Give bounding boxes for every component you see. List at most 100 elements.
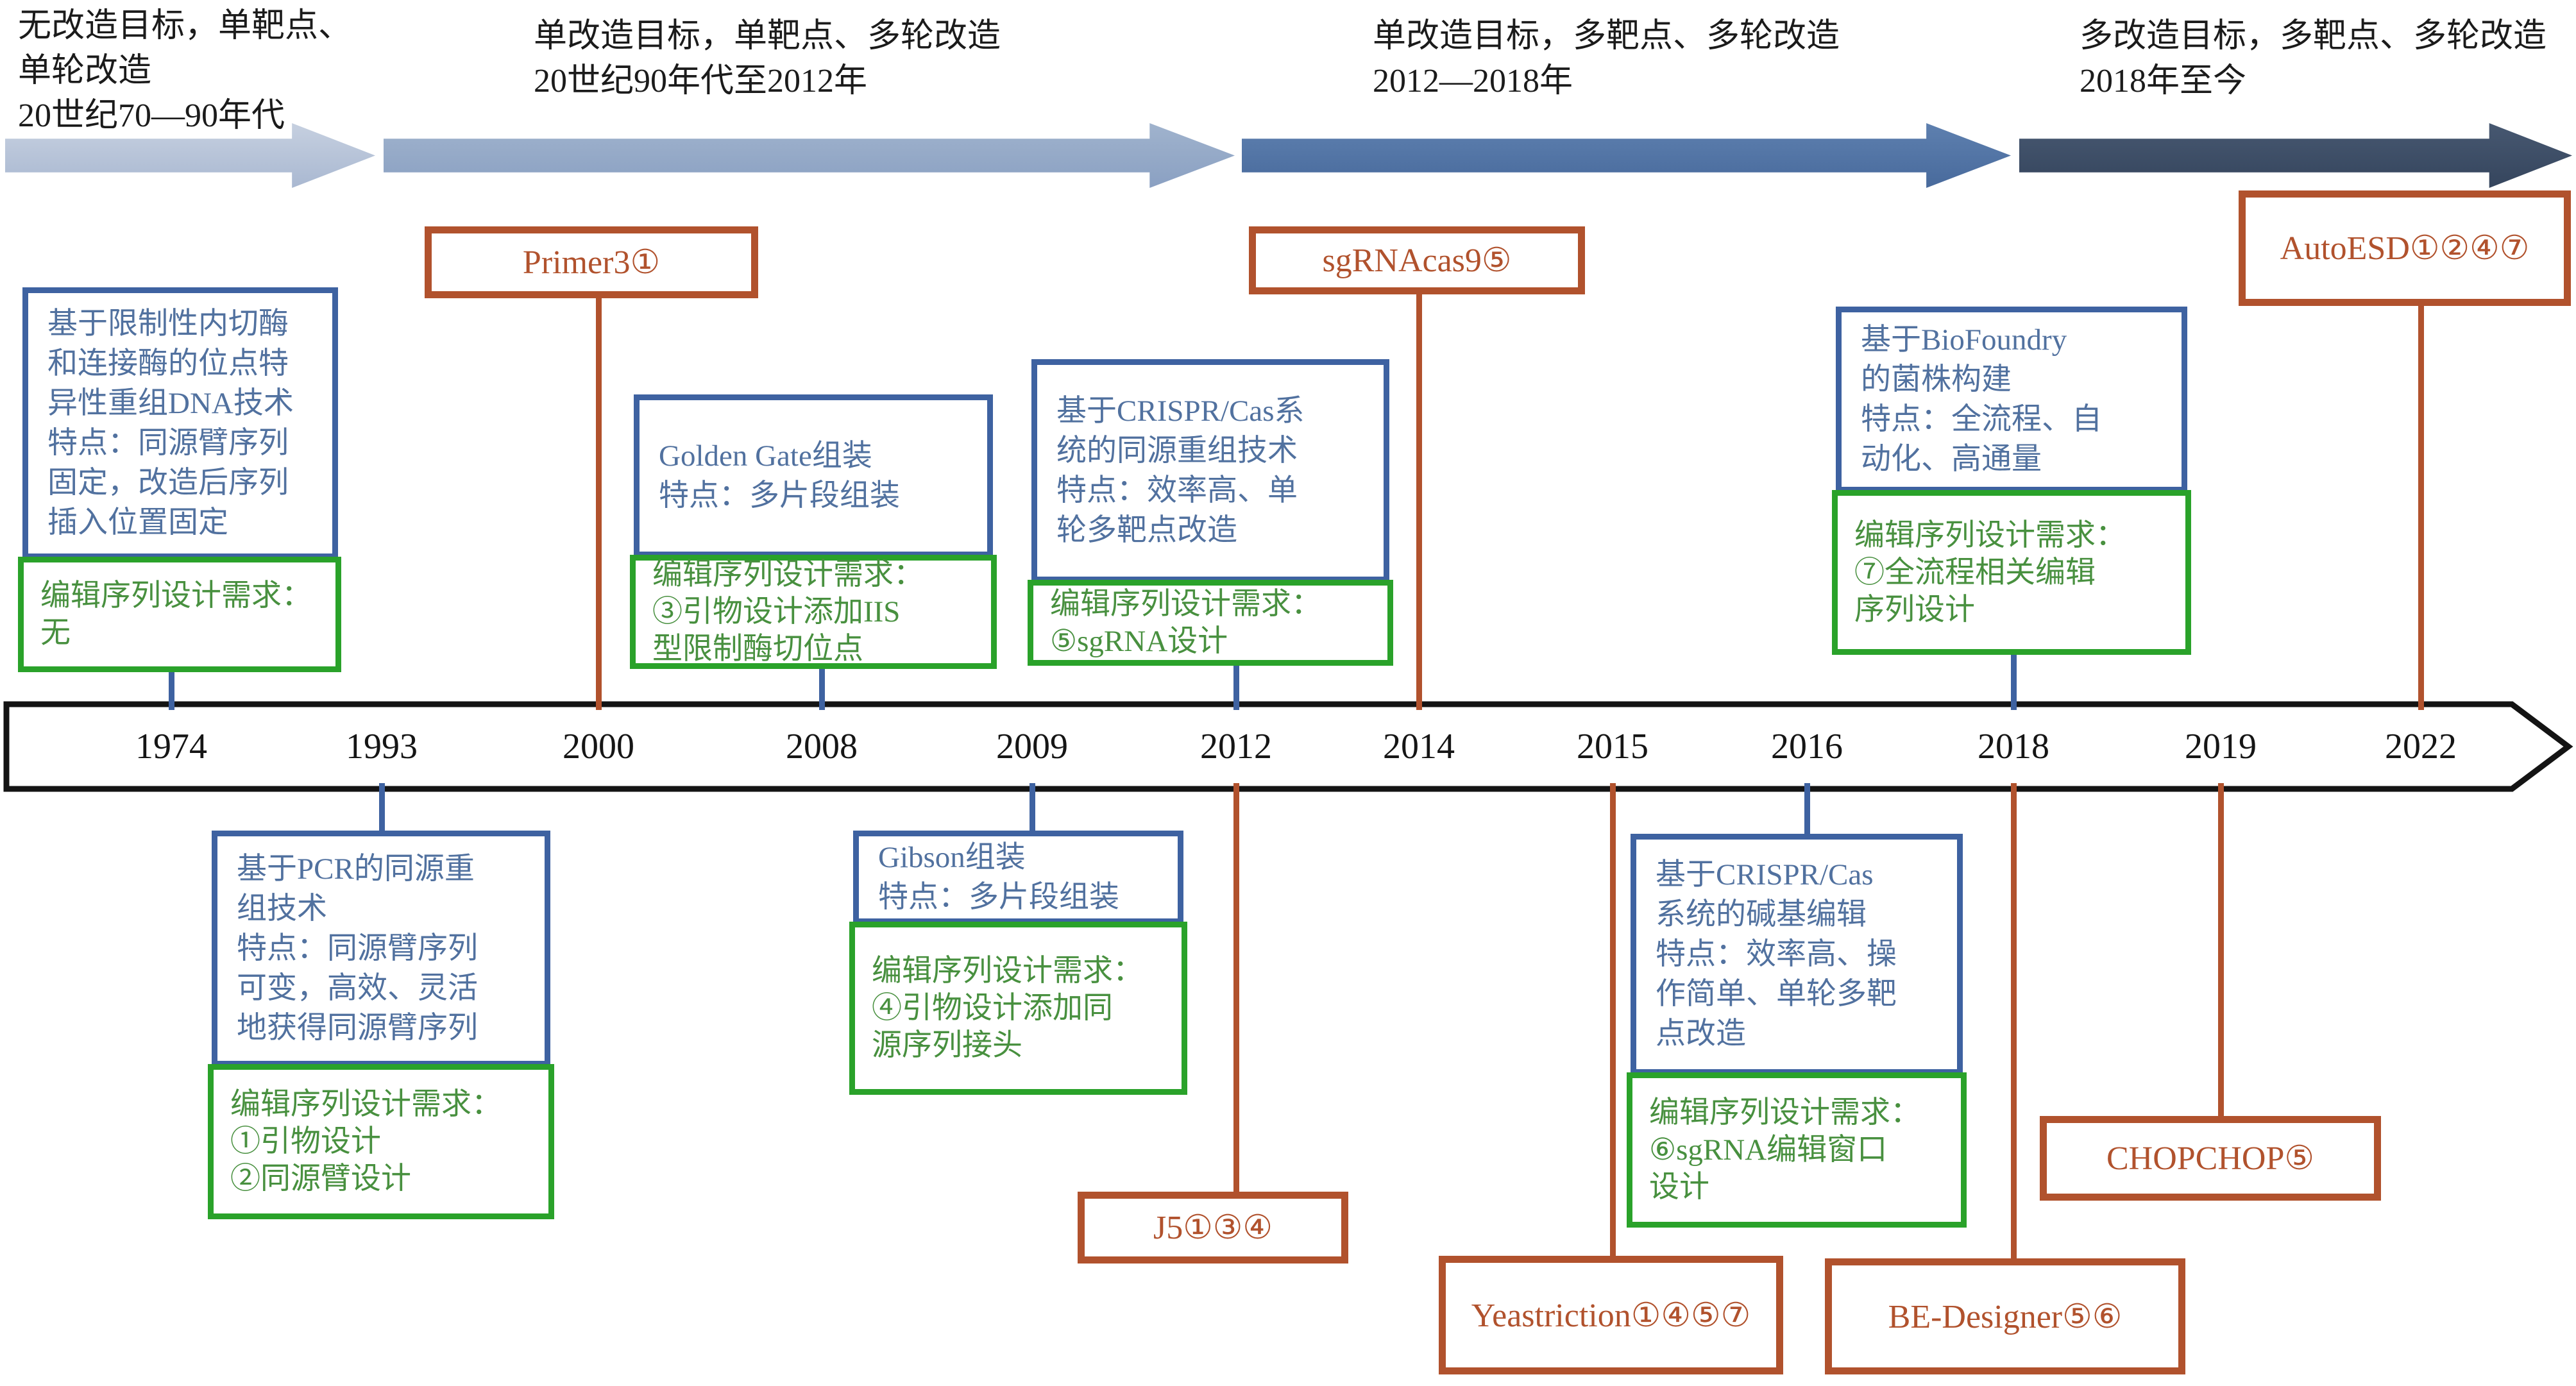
connector-2015 <box>1610 783 1616 1257</box>
need-box-crispr-hr: 编辑序列设计需求： ⑤sgRNA设计 <box>1028 580 1393 666</box>
need-line: ②同源臂设计 <box>230 1162 411 1196</box>
tool-box-autoesd: AutoESD①②④⑦ <box>2239 190 2571 306</box>
era-line: 20世纪70—90年代 <box>18 97 285 134</box>
tech-box-gibson: Gibson组装 特点：多片段组装 <box>853 831 1183 924</box>
tool-label: sgRNAcas9⑤ <box>1322 242 1512 279</box>
connector-2012-top <box>1233 663 1239 710</box>
tech-line: 特点：效率高、单 <box>1056 474 1298 507</box>
tool-box-be-designer: BE-Designer⑤⑥ <box>1825 1258 2185 1374</box>
tech-line: Gibson组装 <box>878 841 1026 874</box>
tech-line: 统的同源重组技术 <box>1056 434 1298 468</box>
tech-line: 动化、高通量 <box>1861 443 2042 476</box>
connector-2018-bottom <box>2011 783 2017 1260</box>
tool-box-j5: J5①③④ <box>1078 1192 1348 1263</box>
tech-line: 基于PCR的同源重 <box>237 852 475 886</box>
tech-line: 特点：多片段组装 <box>878 881 1119 914</box>
era-label-4: 多改造目标，多靶点、多轮改造 2018年至今 <box>2080 14 2546 104</box>
tool-label: Primer3① <box>522 244 661 281</box>
era-line: 多改造目标，多靶点、多轮改造 <box>2080 18 2547 55</box>
era-line: 2018年至今 <box>2080 63 2247 99</box>
tech-line: 的菌株构建 <box>1861 363 2012 396</box>
tech-line: 点改造 <box>1656 1017 1746 1051</box>
need-line: 型限制酶切位点 <box>652 632 863 666</box>
era-line: 单轮改造 <box>18 53 152 89</box>
year-1993: 1993 <box>346 727 418 766</box>
tech-box-biofoundry: 基于BioFoundry 的菌株构建 特点：全流程、自 动化、高通量 <box>1836 307 2187 493</box>
tech-line: 基于BioFoundry <box>1861 323 2067 357</box>
need-line: ①引物设计 <box>230 1125 381 1158</box>
need-line: 源序列接头 <box>872 1029 1022 1062</box>
need-box-golden-gate: 编辑序列设计需求： ③引物设计添加IIS 型限制酶切位点 <box>630 555 997 669</box>
connector-2022 <box>2418 303 2424 710</box>
tech-line: 组技术 <box>237 892 327 925</box>
tech-line: 和连接酶的位点特 <box>47 347 289 380</box>
tech-line: 基于CRISPR/Cas <box>1656 858 1874 892</box>
year-2019: 2019 <box>2185 727 2257 766</box>
need-line: 编辑序列设计需求： <box>230 1088 502 1121</box>
need-line: 序列设计 <box>1854 593 1975 627</box>
need-line: 编辑序列设计需求： <box>1854 518 2126 552</box>
tech-box-crispr-hr: 基于CRISPR/Cas系 统的同源重组技术 特点：效率高、单 轮多靶点改造 <box>1031 359 1389 582</box>
tech-line: 基于CRISPR/Cas系 <box>1056 394 1305 428</box>
need-box-biofoundry: 编辑序列设计需求： ⑦全流程相关编辑 序列设计 <box>1832 490 2191 655</box>
year-2009: 2009 <box>996 727 1068 766</box>
connector-2008 <box>819 667 825 710</box>
era-line: 20世纪90年代至2012年 <box>534 63 868 99</box>
tech-line: 特点：多片段组装 <box>659 479 900 512</box>
year-1974: 1974 <box>135 727 207 766</box>
tool-label: BE-Designer⑤⑥ <box>1888 1298 2123 1335</box>
tech-line: 特点：同源臂序列 <box>47 427 289 460</box>
need-box-gibson: 编辑序列设计需求： ④引物设计添加同 源序列接头 <box>849 922 1187 1095</box>
need-box-pcr: 编辑序列设计需求： ①引物设计 ②同源臂设计 <box>208 1064 554 1219</box>
era-line: 单改造目标，单靶点、多轮改造 <box>534 18 1001 55</box>
year-2000: 2000 <box>563 727 634 766</box>
tech-box-pcr: 基于PCR的同源重 组技术 特点：同源臂序列 可变，高效、灵活 地获得同源臂序列 <box>212 831 550 1067</box>
need-line: ③引物设计添加IIS <box>652 595 901 629</box>
connector-2012-bottom <box>1233 783 1239 1193</box>
need-line: ⑦全流程相关编辑 <box>1854 555 2096 589</box>
tech-box-golden-gate: Golden Gate组装 特点：多片段组装 <box>634 394 993 557</box>
connector-2014 <box>1416 292 1422 710</box>
tech-line: 特点：全流程、自 <box>1861 403 2102 436</box>
year-2022: 2022 <box>2385 727 2457 766</box>
connector-2009 <box>1030 783 1035 832</box>
era-line: 单改造目标，多靶点、多轮改造 <box>1373 18 1840 55</box>
tech-line: 轮多靶点改造 <box>1056 514 1237 547</box>
year-2014: 2014 <box>1383 727 1455 766</box>
tool-label: CHOPCHOP⑤ <box>2106 1140 2315 1177</box>
era-line: 无改造目标，单靶点、 <box>18 8 352 44</box>
tech-line: 固定，改造后序列 <box>47 466 289 500</box>
tech-line: 可变，高效、灵活 <box>237 972 478 1005</box>
tool-box-sgrnacas9: sgRNAcas9⑤ <box>1249 226 1585 294</box>
tech-line: 基于限制性内切酶 <box>47 307 289 341</box>
tool-box-primer3: Primer3① <box>425 226 758 298</box>
year-2015: 2015 <box>1577 727 1648 766</box>
tool-box-yeastriction: Yeastriction①④⑤⑦ <box>1439 1256 1783 1374</box>
connector-1974 <box>169 671 174 710</box>
need-line: 编辑序列设计需求： <box>1050 587 1321 621</box>
tool-label: Yeastriction①④⑤⑦ <box>1471 1297 1751 1334</box>
era-label-3: 单改造目标，多靶点、多轮改造 2012—2018年 <box>1373 14 1840 104</box>
connector-2018-top <box>2011 652 2017 710</box>
connector-2000 <box>596 295 602 710</box>
year-2012: 2012 <box>1200 727 1272 766</box>
tech-line: Golden Gate组装 <box>659 439 872 473</box>
need-line: ④引物设计添加同 <box>872 992 1113 1025</box>
need-box-base-editing: 编辑序列设计需求： ⑥sgRNA编辑窗口 设计 <box>1627 1072 1967 1228</box>
tool-label: AutoESD①②④⑦ <box>2280 230 2530 267</box>
tech-line: 插入位置固定 <box>47 506 228 539</box>
need-line: 编辑序列设计需求： <box>40 579 312 613</box>
need-line: ⑥sgRNA编辑窗口 <box>1649 1133 1888 1167</box>
year-2016: 2016 <box>1771 727 1843 766</box>
need-line: 编辑序列设计需求： <box>1649 1096 1920 1129</box>
tech-box-base-editing: 基于CRISPR/Cas 系统的碱基编辑 特点：效率高、操 作简单、单轮多靶 点… <box>1631 834 1963 1075</box>
connector-2016 <box>1804 783 1810 835</box>
year-2018: 2018 <box>1978 727 2049 766</box>
tech-line: 特点：同源臂序列 <box>237 932 478 965</box>
tool-label: J5①③④ <box>1153 1210 1273 1246</box>
need-line: ⑤sgRNA设计 <box>1050 625 1228 658</box>
need-box-restriction: 编辑序列设计需求： 无 <box>18 557 341 672</box>
connector-2019 <box>2218 783 2224 1117</box>
tech-line: 系统的碱基编辑 <box>1656 898 1867 931</box>
